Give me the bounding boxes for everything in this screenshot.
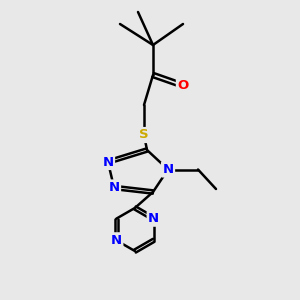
Text: N: N bbox=[111, 234, 122, 247]
Text: S: S bbox=[139, 128, 149, 142]
Text: N: N bbox=[148, 212, 159, 225]
Text: O: O bbox=[177, 79, 189, 92]
Text: N: N bbox=[108, 181, 120, 194]
Text: N: N bbox=[162, 163, 174, 176]
Text: N: N bbox=[102, 155, 114, 169]
